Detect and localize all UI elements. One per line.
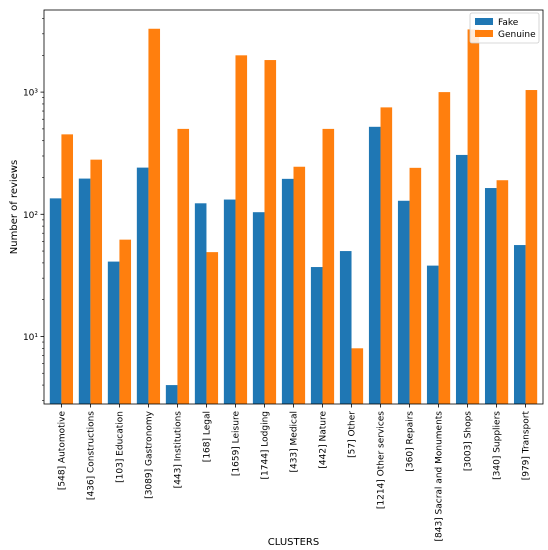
bar-genuine-5 (206, 252, 219, 404)
y-tick-label: 10³ (23, 89, 38, 99)
bar-genuine-16 (525, 90, 538, 404)
bar-fake-8 (281, 178, 294, 404)
bar-fake-1 (78, 178, 91, 404)
bar-fake-0 (49, 198, 62, 404)
legend-label-fake: Fake (498, 18, 519, 28)
x-tick-label: [979] Transport (522, 411, 532, 481)
y-axis-label: Number of reviews (9, 160, 20, 254)
bar-genuine-14 (467, 29, 480, 404)
bar-fake-5 (194, 203, 207, 404)
bar-fake-15 (484, 188, 497, 404)
bar-genuine-12 (409, 167, 422, 404)
x-tick-label: [843] Sacral and Monuments (435, 411, 445, 542)
legend-swatch-genuine (475, 30, 493, 37)
x-tick-label: [360] Repairs (406, 411, 416, 472)
x-tick-label: [436] Constructions (86, 411, 96, 500)
x-tick-label: [103] Education (115, 411, 125, 483)
bar-genuine-13 (438, 92, 451, 405)
legend-label-genuine: Genuine (498, 30, 536, 40)
bar-fake-11 (368, 126, 381, 404)
bar-fake-2 (107, 261, 120, 404)
bar-genuine-4 (177, 128, 190, 404)
bar-fake-13 (426, 265, 439, 404)
bar-fake-3 (136, 167, 149, 404)
bar-fake-16 (513, 245, 526, 404)
x-tick-label: [433] Medical (290, 411, 300, 473)
x-axis-label: CLUSTERS (268, 537, 319, 548)
x-tick-label: [548] Automotive (57, 411, 67, 491)
x-tick-label: [3089] Gastronomy (144, 410, 154, 498)
x-tick-label: [57] Other (348, 411, 358, 458)
bar-genuine-2 (119, 239, 132, 404)
bar-fake-7 (252, 212, 265, 404)
bars-layer (49, 28, 538, 405)
bar-genuine-8 (293, 166, 306, 404)
bar-fake-4 (165, 385, 178, 404)
y-tick-label: 10¹ (23, 333, 38, 343)
legend-swatch-fake (475, 18, 493, 25)
bar-genuine-10 (351, 348, 364, 404)
x-tick-label: [1659] Leisure (231, 411, 241, 477)
bar-genuine-9 (322, 128, 335, 404)
bar-genuine-6 (235, 55, 248, 404)
y-axis: 10¹ 10² 10³ (23, 18, 44, 401)
x-tick-label: [1214] Other services (377, 411, 387, 509)
x-tick-label: [168] Legal (202, 411, 212, 462)
bar-fake-14 (455, 154, 468, 404)
bar-fake-6 (223, 199, 236, 404)
bar-fake-9 (310, 267, 323, 404)
x-axis: [548] Automotive [436] Constructions [103]… (57, 404, 532, 542)
legend: Fake Genuine (469, 12, 540, 44)
bar-fake-12 (397, 200, 410, 404)
x-tick-label: [1744] Lodging (260, 411, 270, 480)
x-tick-label: [340] Suppliers (493, 411, 503, 480)
bar-genuine-3 (148, 28, 161, 404)
x-tick-label: [442] Nature (319, 411, 329, 469)
y-tick-label: 10² (23, 211, 38, 221)
x-tick-label: [443] Institutions (173, 411, 183, 489)
bar-genuine-11 (380, 107, 393, 404)
bar-fake-10 (339, 251, 352, 404)
bar-genuine-7 (264, 60, 277, 405)
x-tick-label: [3003] Shops (464, 411, 474, 471)
bar-genuine-1 (90, 159, 103, 404)
bar-genuine-0 (61, 134, 74, 405)
plot-frame (43, 9, 544, 405)
bar-genuine-15 (496, 180, 509, 404)
